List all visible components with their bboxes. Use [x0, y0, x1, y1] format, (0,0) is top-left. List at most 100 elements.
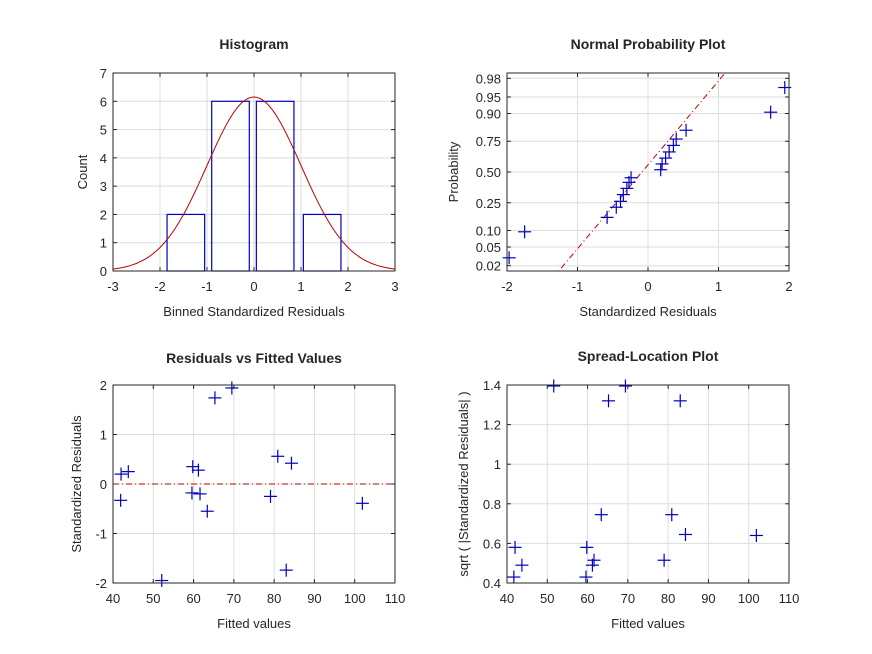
probability-point: [662, 145, 676, 159]
probability-reference-line: [558, 73, 726, 271]
spread-plot-xtick-label: 60: [580, 591, 594, 606]
residuals-plot-xtick-label: 90: [307, 591, 321, 606]
residuals-plot-xlabel: Fitted values: [217, 616, 291, 631]
residual-point: [193, 487, 207, 501]
residual-point: [121, 465, 135, 479]
probability-point: [669, 132, 683, 146]
spread-plot-xtick-label: 80: [661, 591, 675, 606]
histogram-xtick-label: -2: [154, 279, 166, 294]
residual-point: [284, 456, 298, 470]
probability-plot-ytick-label: 0.50: [476, 165, 501, 180]
spread-plot-ylabel: sqrt ( |Standardized Residuals| ): [456, 391, 471, 576]
histogram-xtick-label: -1: [201, 279, 213, 294]
residual-point: [200, 504, 214, 518]
spread-plot-ytick-label: 1: [494, 457, 501, 472]
probability-point: [600, 210, 614, 224]
probability-plot-title: Normal Probability Plot: [571, 36, 726, 52]
spread-plot-xtick-label: 70: [621, 591, 635, 606]
spread-plot-ytick-label: 0.6: [483, 536, 501, 551]
residuals-plot-xtick-label: 100: [344, 591, 366, 606]
probability-plot-ytick-label: 0.10: [476, 223, 501, 238]
residuals-plot-ytick-label: 2: [100, 378, 107, 393]
probability-plot-ytick-label: 0.95: [476, 90, 501, 105]
spread-point: [618, 379, 632, 393]
spread-point: [547, 379, 561, 393]
spread-location-panel: 40 50 60 70 80 90 100 110 0.4 0.6 0.8 1 1.2 1.4 Spread…: [456, 348, 799, 631]
residual-point: [114, 467, 128, 481]
spread-point: [587, 553, 601, 567]
spread-point: [508, 540, 522, 554]
spread-plot-ytick-label: 0.4: [483, 576, 501, 591]
spread-plot-xtick-label: 110: [779, 591, 800, 606]
probability-plot-xlabel: Standardized Residuals: [579, 304, 717, 319]
residuals-plot-ytick-label: -2: [95, 576, 107, 591]
probability-plot-ytick-label: 0.90: [476, 107, 501, 122]
histogram-ytick-label: 4: [100, 151, 107, 166]
residuals-plot-xtick-label: 80: [267, 591, 281, 606]
probability-point: [654, 163, 668, 177]
probability-point: [764, 105, 778, 119]
spread-plot-ytick-label: 0.8: [483, 497, 501, 512]
probability-plot-ytick-label: 0.02: [476, 259, 501, 274]
histogram-xtick-label: -3: [107, 279, 119, 294]
residuals-plot-xtick-label: 70: [227, 591, 241, 606]
spread-point: [515, 558, 529, 572]
spread-plot-ytick-label: 1.4: [483, 378, 501, 393]
residuals-plot-ytick-label: 1: [100, 428, 107, 443]
spread-plot-axes-box: [506, 384, 790, 584]
spread-point: [594, 508, 608, 522]
spread-plot-plot-area: [507, 385, 789, 583]
spread-point: [678, 527, 692, 541]
residuals-plot-xtick-label: 60: [186, 591, 200, 606]
residual-point: [155, 574, 169, 588]
residuals-plot-ytick-label: -1: [95, 527, 107, 542]
residuals-plot-axes-box: [112, 384, 396, 584]
probability-plot-axes: -2 -1 0 1 2 0.02 0.05 0.10 0.25 0.50 0.75 0.90 0.95 0…: [476, 71, 793, 294]
residuals-plot-ylabel: Standardized Residuals: [69, 415, 84, 553]
residuals-plot-xtick-label: 40: [106, 591, 120, 606]
residuals-plot-xtick-label: 50: [146, 591, 160, 606]
probability-plot-axes-box: [506, 72, 790, 272]
probability-plot-xtick-label: 0: [644, 279, 651, 294]
probability-point: [502, 251, 516, 265]
residuals-vs-fitted-panel: 40 50 60 70 80 90 100 110 -2 -1 0 1 2 Residuals vs Fi…: [69, 350, 405, 631]
residual-point: [264, 489, 278, 503]
probability-plot-ylabel: Probability: [446, 141, 461, 202]
spread-plot-ytick-label: 1.2: [483, 418, 501, 433]
histogram-axes-box: [112, 72, 396, 272]
probability-point: [620, 181, 634, 195]
residuals-plot-title: Residuals vs Fitted Values: [166, 350, 342, 366]
probability-point: [616, 188, 630, 202]
spread-point: [665, 508, 679, 522]
spread-point: [507, 570, 521, 584]
histogram-ytick-label: 2: [100, 207, 107, 222]
residuals-plot-xtick-label: 110: [385, 591, 406, 606]
histogram-xtick-label: 0: [250, 279, 257, 294]
probability-plot-xtick-label: -2: [501, 279, 513, 294]
histogram-xtick-label: 3: [391, 279, 398, 294]
probability-plot-xtick-label: 2: [785, 279, 792, 294]
histogram-normal-curve: [112, 96, 396, 270]
residual-point: [271, 449, 285, 463]
histogram-ytick-label: 5: [100, 123, 107, 138]
probability-point: [624, 171, 638, 185]
histogram-xlabel: Binned Standardized Residuals: [163, 304, 345, 319]
residual-point: [191, 463, 205, 477]
probability-plot-ytick-label: 0.98: [476, 71, 501, 86]
spread-plot-axes: 40 50 60 70 80 90 100 110 0.4 0.6 0.8 1 1.2 1.4: [483, 378, 799, 606]
probability-point: [518, 225, 532, 239]
spread-point: [585, 558, 599, 572]
probability-point: [655, 157, 669, 171]
spread-point: [579, 570, 593, 584]
histogram-ytick-label: 0: [100, 264, 107, 279]
probability-point: [679, 123, 693, 137]
histogram-ylabel: Count: [75, 154, 90, 189]
spread-plot-title: Spread-Location Plot: [578, 348, 719, 364]
spread-point: [602, 394, 616, 408]
probability-plot-ytick-label: 0.75: [476, 134, 501, 149]
probability-point: [666, 138, 680, 152]
spread-plot-xlabel: Fitted values: [611, 616, 685, 631]
probability-plot-ytick-label: 0.05: [476, 240, 501, 255]
residual-point: [355, 496, 369, 510]
